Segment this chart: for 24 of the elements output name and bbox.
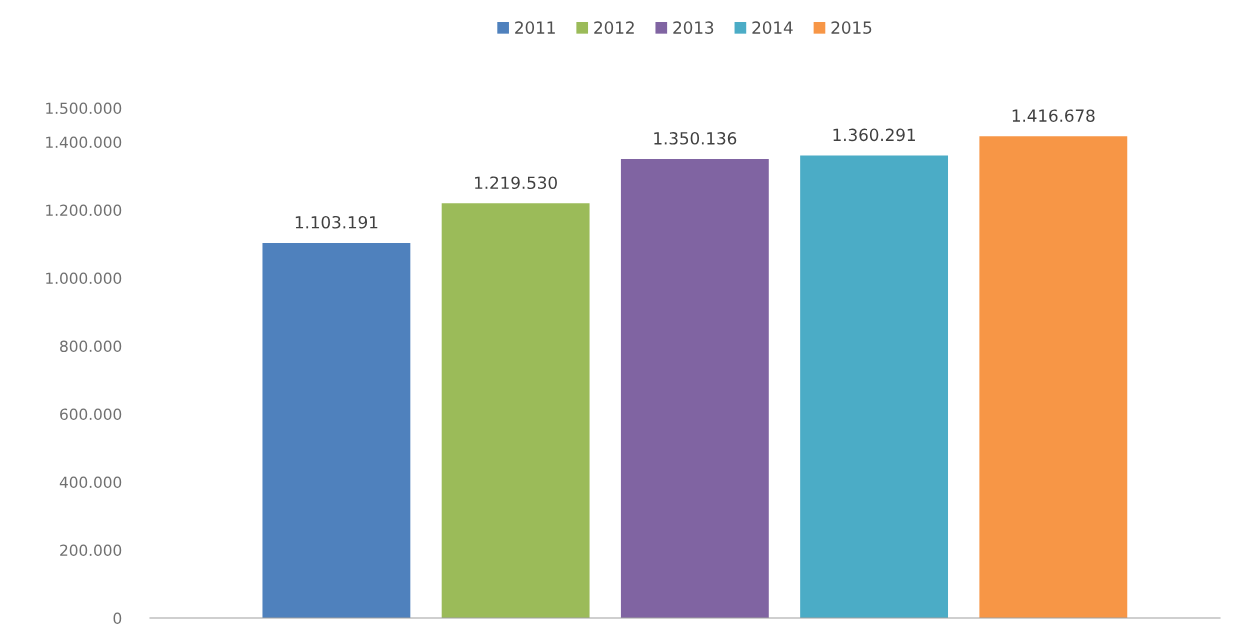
bar [441, 203, 590, 618]
y-tick-label: 400.000 [59, 476, 122, 489]
y-tick-label: 1.200.000 [46, 204, 122, 217]
legend-label: 2011 [515, 21, 555, 34]
data-label: 1.360.291 [833, 128, 915, 142]
data-label: 1.350.136 [654, 132, 737, 145]
bar [800, 155, 949, 618]
legend-label: 2013 [673, 21, 714, 34]
y-tick-label: 600.000 [60, 408, 122, 421]
y-tick-label: 1.500.000 [46, 102, 122, 115]
y-tick-label: 1.000.000 [46, 272, 122, 285]
y-tick-label: 200.000 [60, 544, 122, 557]
y-tick-label: 1.400.000 [46, 136, 122, 149]
bar [262, 242, 411, 618]
y-tick-label: 800.000 [60, 340, 122, 353]
legend-label: 2015 [831, 21, 872, 34]
bar [620, 158, 769, 618]
y-tick-label: 0 [113, 612, 122, 625]
data-label: 1.103.191 [295, 215, 378, 229]
data-label: 1.416.678 [1012, 109, 1095, 122]
legend-label: 2014 [752, 21, 793, 34]
data-label: 1.219.530 [475, 176, 557, 190]
legend-label: 2012 [594, 21, 634, 34]
bar [979, 136, 1128, 618]
